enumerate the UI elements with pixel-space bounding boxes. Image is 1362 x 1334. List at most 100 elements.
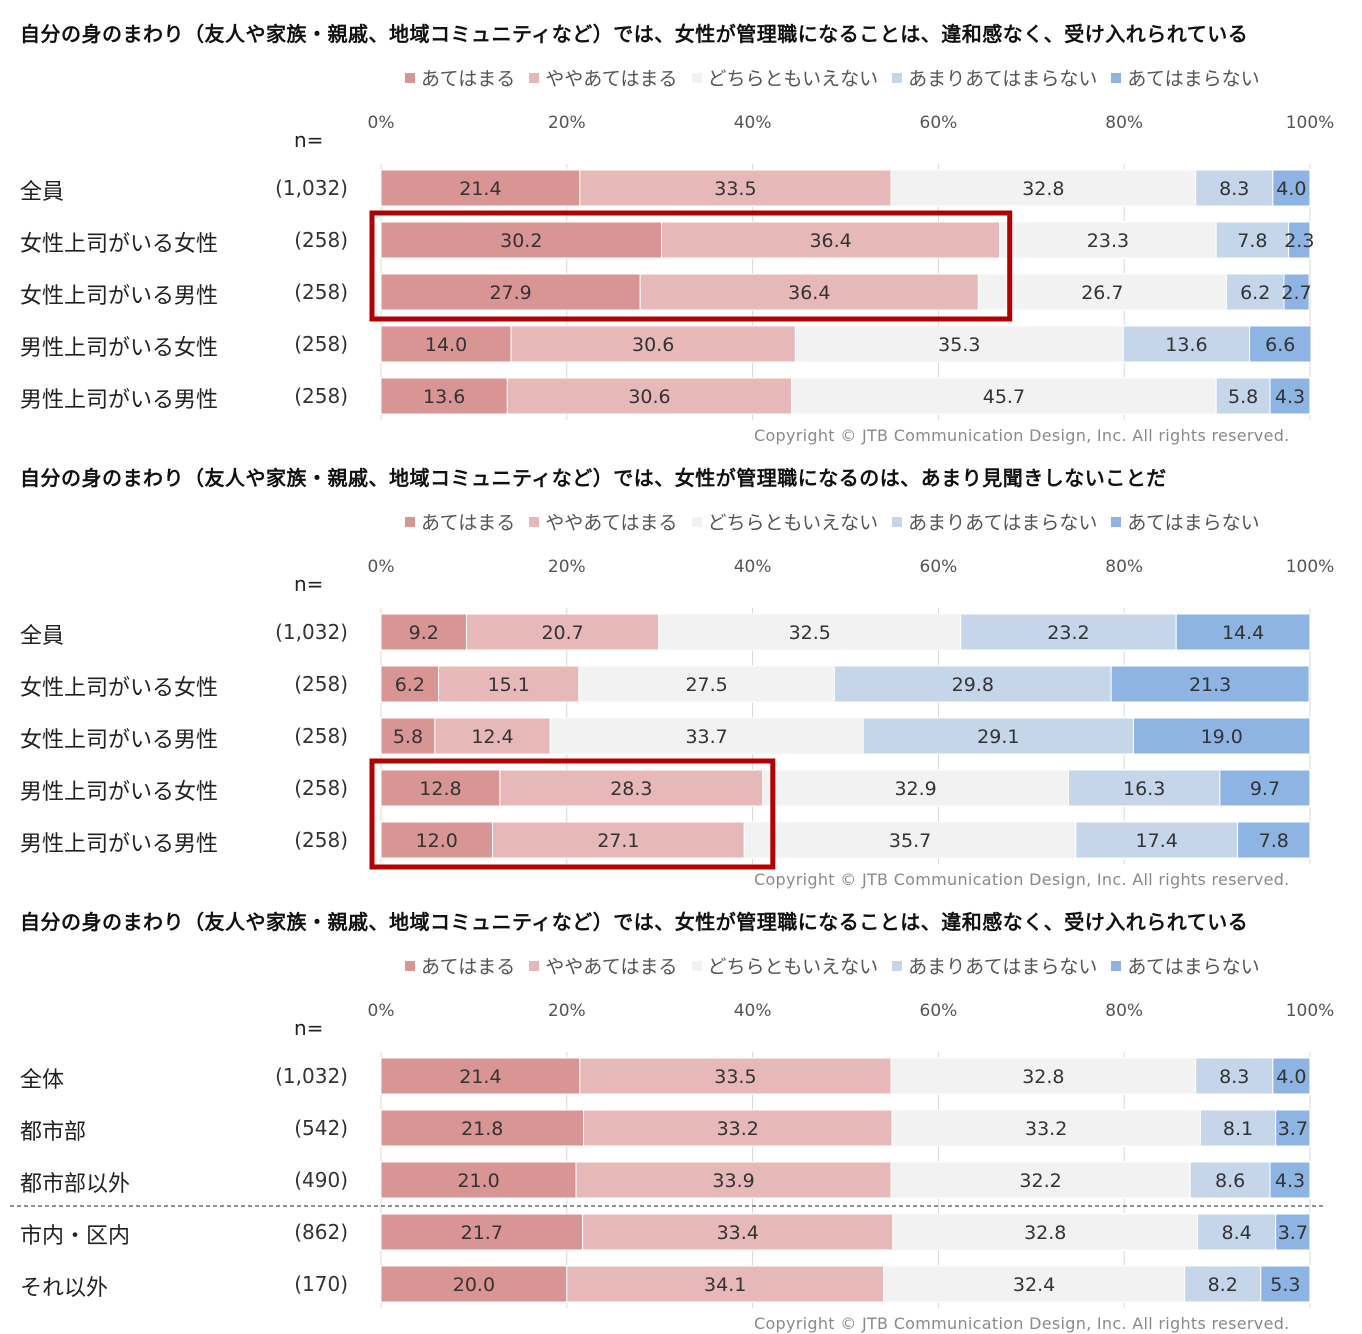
chart-title: 自分の身のまわり（友人や家族・親戚、地域コミュニティなど）では、女性が管理職にな… [20,910,1249,934]
chart-panel-1: 自分の身のまわり（友人や家族・親戚、地域コミュニティなど）では、女性が管理職にな… [0,18,1362,445]
data-label: 12.4 [471,726,513,748]
data-label: 8.3 [1219,178,1249,200]
row-label: 男性上司がいる男性 [20,388,219,413]
bar-segment [743,821,1077,859]
plot-area: 0% 20% 40% 60% 80% 100% 21.4 33.5 32.8 8.3 4.0 30.2… [368,113,1335,420]
data-label: 9.7 [1250,778,1280,800]
chart-title: 自分の身のまわり（友人や家族・親戚、地域コミュニティなど）では、女性が管理職にな… [20,466,1167,490]
legend-item: どちらともいえない [691,508,878,535]
data-label: 21.3 [1189,674,1231,696]
row-n: (862) [294,1220,348,1244]
bar-segment [582,1213,894,1251]
row-label: 都市部以外 [20,1172,131,1197]
data-label: 16.3 [1123,778,1165,800]
bar-segment [1195,1057,1274,1095]
data-label: 21.7 [461,1222,503,1244]
legend-label: あまりあてはまらない [908,68,1098,90]
data-label: 27.1 [597,830,639,852]
data-label: 30.2 [500,230,542,252]
legend-swatch [405,516,415,527]
row-n: (258) [294,776,348,800]
bar-segment [1272,169,1311,207]
data-label: 19.0 [1201,726,1243,748]
data-label: 12.8 [419,778,461,800]
data-label: 2.7 [1281,282,1311,304]
bar-segment [661,221,1001,259]
data-label: 17.4 [1136,830,1178,852]
bar-segment [380,665,440,703]
data-label: 4.0 [1276,1066,1306,1088]
x-tick-label: 20% [548,1001,586,1021]
data-label: 33.4 [717,1222,759,1244]
data-label: 32.5 [789,622,831,644]
legend-label: あまりあてはまらない [908,512,1098,534]
n-label: n= [294,128,324,152]
x-tick-label: 40% [734,557,772,577]
legend: あてはまる ややあてはまる どちらともいえない あまりあてはまらない あてはまらない [405,64,1260,91]
row-n: (1,032) [275,620,348,644]
bar-segment [438,665,580,703]
x-tick-label: 80% [1105,113,1143,133]
data-label: 12.0 [416,830,458,852]
x-tick-label: 0% [368,1001,395,1021]
data-label: 27.9 [489,282,531,304]
legend-label: ややあてはまる [545,68,678,90]
data-label: 14.0 [425,334,467,356]
bar-segment [1184,1265,1262,1303]
legend-item: どちらともいえない [691,952,878,979]
data-label: 27.5 [685,674,727,696]
copyright-notice: Copyright © JTB Communication Design, In… [754,1314,1290,1333]
x-tick-label: 100% [1286,113,1335,133]
legend-swatch [892,72,903,83]
bar-segment [658,613,962,651]
bar-segment [1225,273,1285,311]
data-label: 8.6 [1215,1170,1245,1192]
data-label: 35.3 [938,334,980,356]
data-label: 2.3 [1284,230,1314,252]
legend-label: ややあてはまる [545,956,678,978]
legend-label: あてはまらない [1127,512,1260,534]
data-label: 28.3 [610,778,652,800]
legend-label: あてはまらない [1127,956,1260,978]
bar-segment [892,1213,1199,1251]
bar-segment [1269,1161,1311,1199]
legend-item: あまりあてはまらない [892,952,1097,979]
row-n: (258) [294,280,348,304]
x-tick-label: 40% [734,1001,772,1021]
data-label: 5.3 [1270,1274,1300,1296]
data-label: 9.2 [409,622,439,644]
data-label: 6.6 [1265,334,1295,356]
legend-swatch [529,516,540,527]
data-label: 8.2 [1208,1274,1238,1296]
row-n: (490) [294,1168,348,1192]
bar-segment [762,769,1069,807]
legend-swatch [691,960,702,971]
data-label: 8.3 [1219,1066,1249,1088]
legend-swatch [691,516,702,527]
data-label: 21.0 [457,1170,499,1192]
row-n: (258) [294,672,348,696]
row-n: (1,032) [275,1064,348,1088]
bar-segment [833,665,1112,703]
data-label: 6.2 [395,674,425,696]
bar-segment [1249,325,1312,363]
bar-segment [1132,717,1311,755]
data-label: 5.8 [393,726,423,748]
chart-title: 自分の身のまわり（友人や家族・親戚、地域コミュニティなど）では、女性が管理職にな… [20,22,1249,46]
data-label: 30.6 [632,334,674,356]
highlight-box [369,758,776,870]
bar-segment [1275,1109,1311,1147]
bar-segment [1272,1057,1311,1095]
row-label: 都市部 [20,1120,87,1145]
legend-item: ややあてはまる [529,508,678,535]
x-tick-label: 0% [368,557,395,577]
x-tick-label: 100% [1286,557,1335,577]
data-label: 20.7 [541,622,583,644]
data-label: 20.0 [453,1274,495,1296]
legend-item: どちらともいえない [691,64,878,91]
data-label: 32.2 [1019,1170,1061,1192]
legend-item: あてはまらない [1111,508,1260,535]
legend: あてはまる ややあてはまる どちらともいえない あまりあてはまらない あてはまらない [405,952,1260,979]
legend-swatch [1111,960,1122,971]
highlight-box [369,210,1013,322]
